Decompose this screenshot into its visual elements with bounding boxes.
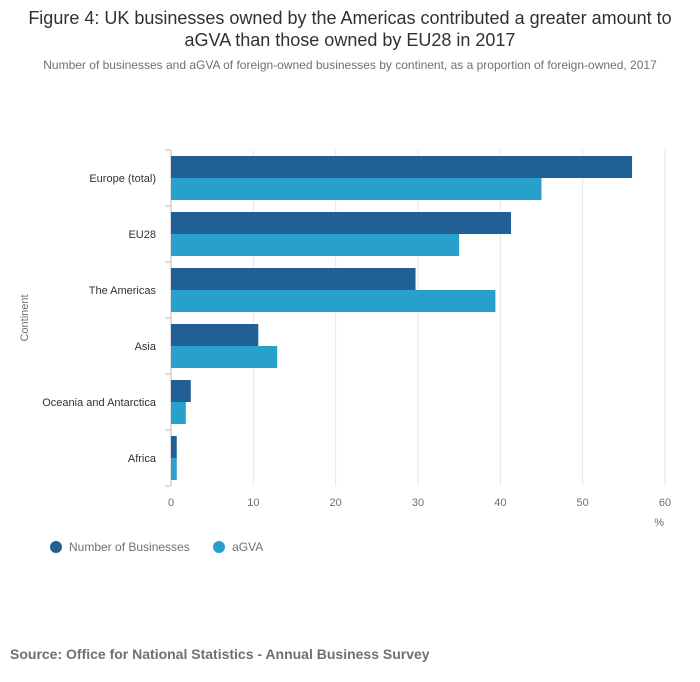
bar-agva [171, 178, 542, 200]
legend-item-agva[interactable]: aGVA [213, 540, 263, 554]
bar-number-of-businesses [171, 324, 259, 346]
x-tick-label: 10 [247, 497, 259, 509]
chart-title: Figure 4: UK businesses owned by the Ame… [28, 8, 672, 50]
x-tick-label: 60 [659, 497, 671, 509]
chart-subtitle: Number of businesses and aGVA of foreign… [43, 58, 657, 72]
bar-number-of-businesses [171, 436, 177, 458]
x-axis-title: % [654, 517, 664, 529]
bar-agva [171, 458, 177, 480]
legend-label-number-of-businesses: Number of Businesses [69, 540, 190, 554]
x-tick-label: 30 [412, 497, 424, 509]
bar-number-of-businesses [171, 380, 191, 402]
bar-agva [171, 402, 186, 424]
y-tick-label: Oceania and Antarctica [42, 397, 157, 409]
bar-agva [171, 234, 460, 256]
legend-swatch-agva [213, 541, 226, 553]
y-tick-label: EU28 [128, 229, 156, 241]
bar-agva [171, 290, 496, 312]
y-tick-label: Asia [135, 341, 157, 353]
y-tick-label: Europe (total) [89, 173, 156, 185]
bar-number-of-businesses [171, 268, 416, 290]
y-tick-label: Africa [128, 453, 157, 465]
bar-number-of-businesses [171, 156, 633, 178]
legend-swatch-number-of-businesses [50, 541, 62, 553]
y-axis-title: Continent [19, 294, 31, 341]
x-tick-label: 50 [577, 497, 589, 509]
x-tick-label: 40 [494, 497, 506, 509]
bar-number-of-businesses [171, 212, 512, 234]
legend-label-agva: aGVA [232, 540, 264, 554]
x-tick-label: 0 [168, 497, 174, 509]
bar-agva [171, 346, 278, 368]
legend-item-number-of-businesses[interactable]: Number of Businesses [50, 540, 190, 554]
chart-legend: Number of Businesses aGVA [50, 540, 283, 556]
source-note: Source: Office for National Statistics -… [10, 646, 430, 662]
x-tick-label: 20 [330, 497, 342, 509]
y-tick-label: The Americas [89, 285, 157, 297]
bar-chart: 0 10 20 30 40 50 60 Europe (total) EU28 The Ameri… [19, 149, 671, 529]
